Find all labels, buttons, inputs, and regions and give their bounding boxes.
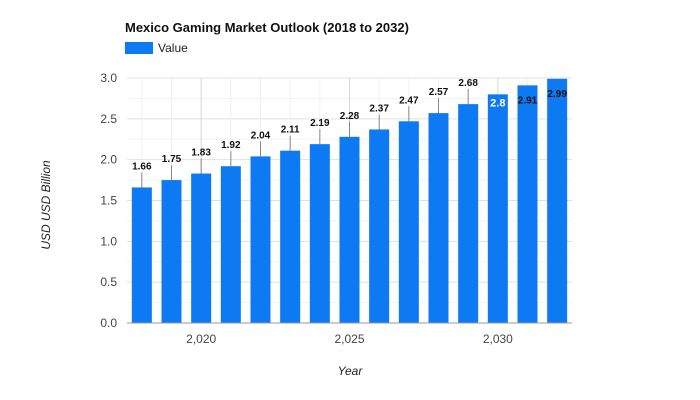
bar (428, 113, 449, 323)
data-label: 2.28 (340, 111, 360, 122)
y-axis-title: USD USD Billion (39, 160, 53, 250)
bar (250, 156, 271, 323)
data-label: 2.8 (490, 97, 505, 109)
data-label: 2.11 (281, 125, 300, 136)
bar (398, 121, 419, 324)
x-axis-title: Year (338, 364, 364, 378)
data-label: 1.75 (162, 154, 182, 165)
data-label: 1.66 (132, 161, 152, 172)
y-tick-label: 1.0 (100, 234, 117, 248)
y-tick-label: 2.5 (100, 112, 117, 126)
bar (131, 187, 152, 323)
x-tick-label: 2,030 (483, 332, 513, 346)
data-label: 2.91 (518, 95, 538, 106)
bar (458, 104, 479, 323)
legend: Value (125, 41, 188, 55)
bar (309, 144, 330, 323)
chart-title: Mexico Gaming Market Outlook (2018 to 20… (125, 20, 409, 35)
legend-label: Value (158, 41, 188, 55)
y-tick-label: 3.0 (100, 71, 117, 85)
bar (220, 166, 241, 323)
bar (339, 136, 360, 323)
bar (280, 150, 301, 323)
y-tick-label: 2.0 (100, 153, 117, 167)
data-label: 2.99 (547, 89, 567, 100)
data-label: 2.47 (399, 95, 419, 106)
y-tick-label: 0.5 (100, 275, 117, 289)
data-label: 1.92 (221, 140, 241, 151)
data-label: 2.37 (369, 103, 389, 114)
data-label: 2.04 (251, 130, 271, 141)
y-tick-label: 0.0 (100, 316, 117, 330)
bar (547, 78, 568, 323)
x-tick-label: 2,020 (186, 332, 216, 346)
bar (369, 129, 390, 323)
bar (191, 173, 212, 323)
legend-swatch (125, 42, 153, 54)
data-label: 1.83 (191, 148, 211, 159)
x-tick-label: 2,025 (334, 332, 364, 346)
data-label: 2.57 (429, 87, 449, 98)
y-tick-label: 1.5 (100, 194, 117, 208)
bar (487, 94, 508, 323)
data-label: 2.68 (458, 78, 478, 89)
bar (161, 180, 182, 323)
data-label: 2.19 (310, 118, 330, 129)
plot-area: 0.0 0.5 1.0 1.5 2.0 2.5 3.0 2,020 2,025 2,030 1.66… (100, 71, 572, 346)
bar (517, 85, 538, 323)
